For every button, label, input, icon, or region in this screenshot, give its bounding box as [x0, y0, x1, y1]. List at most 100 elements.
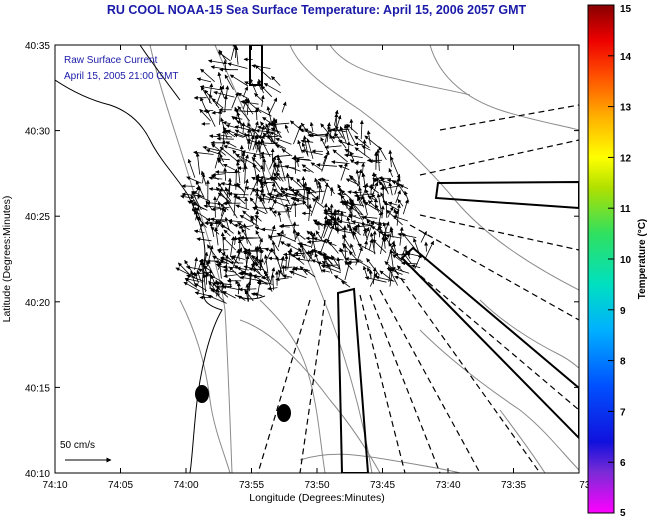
- current-vector: [199, 85, 221, 91]
- current-vector: [186, 274, 205, 282]
- map-layers: [55, 45, 579, 473]
- current-vector: [269, 225, 276, 241]
- current-vector: [380, 192, 386, 203]
- current-vector: [267, 134, 273, 144]
- current-vector: [244, 290, 249, 302]
- current-vector: [206, 109, 216, 127]
- current-vector: [321, 261, 341, 270]
- current-vector: [202, 273, 207, 293]
- current-vector: [355, 258, 371, 269]
- current-vector: [369, 232, 376, 255]
- current-vector: [366, 219, 373, 228]
- current-vector: [240, 270, 260, 278]
- current-vector: [305, 236, 318, 241]
- current-vector: [354, 147, 370, 159]
- x-tick-label: 74:00: [173, 480, 198, 491]
- y-tick-label: 40:30: [25, 127, 50, 138]
- current-vector: [379, 270, 394, 282]
- colorbar-tick-label: 9: [620, 306, 626, 317]
- current-vector: [223, 60, 228, 73]
- current-vector: [380, 235, 386, 255]
- marker-1: [195, 385, 209, 403]
- current-vector: [209, 83, 214, 103]
- current-vector: [217, 261, 222, 279]
- current-vector: [223, 274, 238, 278]
- current-vector: [320, 137, 330, 155]
- current-vector: [289, 120, 305, 133]
- x-tick-label: 74:05: [108, 480, 133, 491]
- current-vector: [384, 236, 397, 255]
- current-vector: [244, 186, 264, 193]
- x-axis-label: Longitude (Degrees:Minutes): [249, 492, 384, 504]
- current-vector: [396, 182, 407, 197]
- current-vector: [211, 174, 219, 181]
- current-vector: [378, 146, 387, 160]
- current-vector: [330, 135, 344, 140]
- current-vector: [333, 115, 342, 137]
- current-vector: [283, 193, 295, 197]
- current-vector: [344, 260, 351, 281]
- current-vector: [175, 267, 196, 278]
- current-vector: [197, 186, 202, 200]
- current-vector: [216, 133, 233, 138]
- current-vector: [391, 266, 410, 274]
- y-axis-label: Latitude (Degrees:Minutes): [1, 196, 13, 323]
- current-vector: [286, 206, 290, 218]
- current-vector: [229, 266, 242, 280]
- current-vector: [202, 145, 219, 152]
- current-vector: [314, 177, 319, 189]
- current-vector: [295, 198, 306, 203]
- current-vector: [364, 276, 387, 283]
- colorbar-label: Temperature (°C): [637, 219, 648, 300]
- colorbar-ticks: 5 6 7 8 9 10 11 12 13 14 15: [608, 4, 632, 519]
- current-vector: [205, 271, 222, 282]
- current-vector: [211, 143, 226, 156]
- current-vector: [281, 264, 286, 278]
- current-vector: [257, 78, 264, 94]
- current-vector: [243, 164, 248, 184]
- current-vector: [331, 127, 346, 133]
- current-vector: [263, 248, 273, 265]
- current-vector: [255, 210, 260, 229]
- current-vector: [327, 206, 339, 225]
- current-vector: [335, 228, 356, 235]
- current-vector: [405, 249, 411, 259]
- current-vector: [223, 94, 228, 113]
- current-vector: [257, 196, 273, 201]
- current-vector: [251, 255, 259, 271]
- beam-polygons: [249, 45, 579, 473]
- current-vector: [307, 203, 312, 222]
- current-vector: [309, 133, 327, 138]
- current-vector: [216, 136, 234, 141]
- current-vector: [186, 176, 202, 184]
- current-vector: [205, 148, 219, 154]
- current-vector: [346, 216, 353, 234]
- current-vector: [324, 255, 333, 265]
- current-vector: [219, 140, 226, 152]
- current-vector: [292, 221, 297, 234]
- current-vector: [362, 265, 368, 279]
- current-vector: [232, 149, 247, 166]
- current-vector: [236, 111, 243, 130]
- current-vector: [389, 249, 394, 267]
- current-vector: [331, 160, 350, 165]
- current-vector: [424, 241, 429, 252]
- current-vector: [223, 229, 231, 237]
- current-vector: [361, 221, 368, 241]
- current-vector: [203, 204, 221, 209]
- current-vector: [230, 45, 237, 60]
- colorbar-tick-label: 12: [620, 153, 632, 164]
- current-vector: [268, 234, 280, 252]
- current-vector: [247, 122, 253, 138]
- current-vector: [184, 277, 200, 282]
- current-vector: [276, 156, 281, 173]
- current-vectors: [175, 45, 434, 304]
- map-title: RU COOL NOAA-15 Sea Surface Temperature:…: [106, 3, 527, 17]
- current-vector: [289, 176, 302, 188]
- current-vector: [217, 71, 222, 86]
- current-vector: [393, 208, 398, 218]
- current-vector: [271, 76, 281, 86]
- current-vector: [253, 292, 263, 297]
- current-vector: [263, 269, 272, 283]
- current-vector: [351, 202, 363, 221]
